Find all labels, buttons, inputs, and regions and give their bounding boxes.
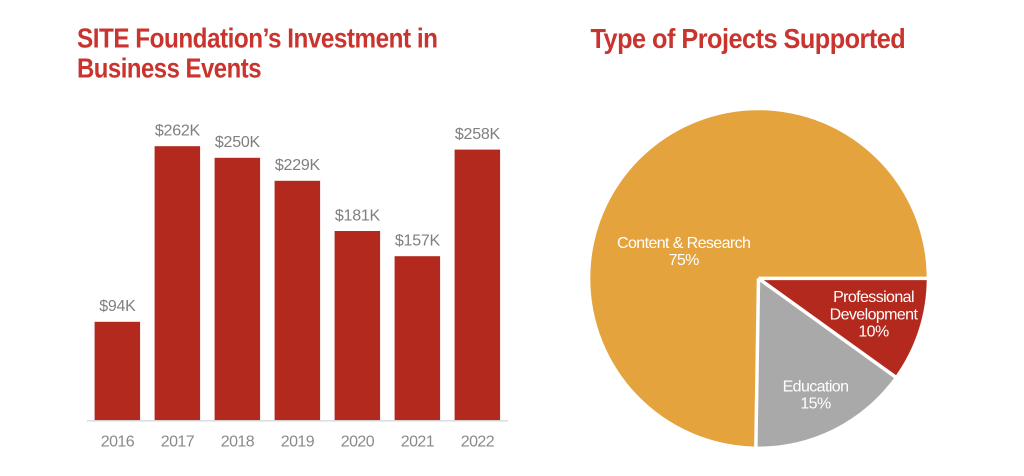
svg-text:SITE Foundation’s Investment i: SITE Foundation’s Investment in xyxy=(77,24,437,54)
svg-text:2022: 2022 xyxy=(461,433,495,450)
svg-text:$157K: $157K xyxy=(395,233,441,250)
svg-text:$181K: $181K xyxy=(335,207,381,224)
svg-text:$262K: $262K xyxy=(155,123,201,140)
svg-text:Business Events: Business Events xyxy=(77,54,261,84)
svg-text:2016: 2016 xyxy=(101,433,135,450)
svg-text:Type of Projects Supported: Type of Projects Supported xyxy=(591,23,906,54)
svg-text:2020: 2020 xyxy=(341,433,375,450)
svg-text:$229K: $229K xyxy=(275,157,321,174)
svg-text:$250K: $250K xyxy=(215,134,261,151)
svg-text:15%: 15% xyxy=(800,395,831,412)
svg-text:2019: 2019 xyxy=(281,433,315,450)
svg-text:$258K: $258K xyxy=(455,126,501,143)
svg-text:Content & Research: Content & Research xyxy=(617,235,750,252)
svg-text:$94K: $94K xyxy=(99,298,136,315)
svg-text:2018: 2018 xyxy=(221,433,255,450)
svg-text:10%: 10% xyxy=(858,324,889,341)
svg-text:Professional: Professional xyxy=(833,289,914,306)
svg-text:Development: Development xyxy=(830,306,919,323)
svg-text:75%: 75% xyxy=(669,252,700,269)
svg-text:Education: Education xyxy=(783,378,849,395)
svg-text:2021: 2021 xyxy=(401,433,435,450)
svg-text:2017: 2017 xyxy=(161,433,195,450)
